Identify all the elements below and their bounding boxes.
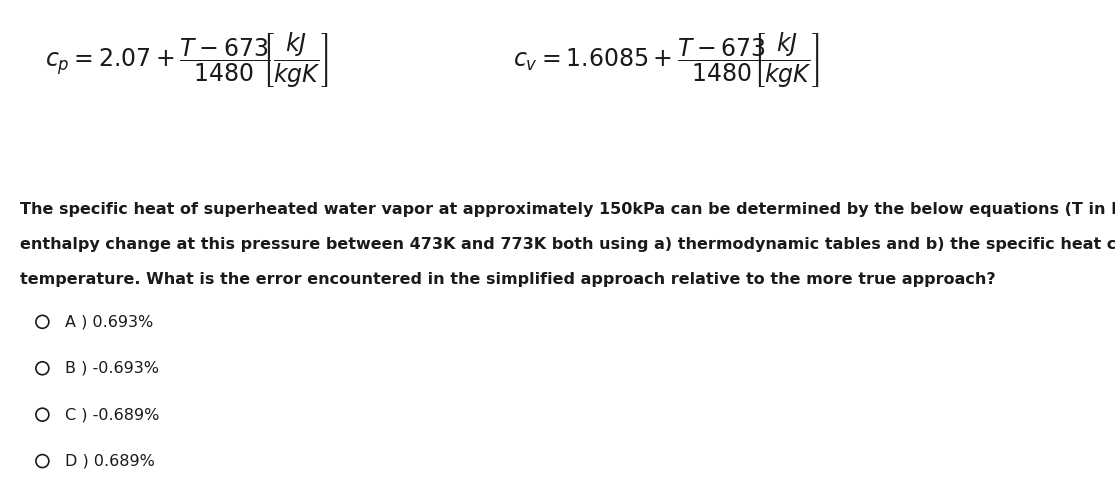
Text: B ) -0.693%: B ) -0.693%: [65, 361, 158, 376]
Text: A ) 0.693%: A ) 0.693%: [65, 314, 153, 329]
Text: D ) 0.689%: D ) 0.689%: [65, 454, 155, 469]
Text: C ) -0.689%: C ) -0.689%: [65, 407, 159, 422]
Text: The specific heat of superheated water vapor at approximately 150kPa can be dete: The specific heat of superheated water v…: [20, 202, 1115, 217]
Text: temperature. What is the error encountered in the simplified approach relative t: temperature. What is the error encounter…: [20, 272, 996, 287]
Text: $c_p = 2.07 + \dfrac{T-673}{1480}$: $c_p = 2.07 + \dfrac{T-673}{1480}$: [45, 36, 270, 83]
Text: enthalpy change at this pressure between 473K and 773K both using a) thermodynam: enthalpy change at this pressure between…: [20, 237, 1115, 252]
Text: $c_v = 1.6085 + \dfrac{T-673}{1480}$: $c_v = 1.6085 + \dfrac{T-673}{1480}$: [513, 36, 767, 83]
Text: $\left[\dfrac{kJ}{kgK}\right]$: $\left[\dfrac{kJ}{kgK}\right]$: [753, 30, 820, 89]
Text: $\left[\dfrac{kJ}{kgK}\right]$: $\left[\dfrac{kJ}{kgK}\right]$: [262, 30, 329, 89]
